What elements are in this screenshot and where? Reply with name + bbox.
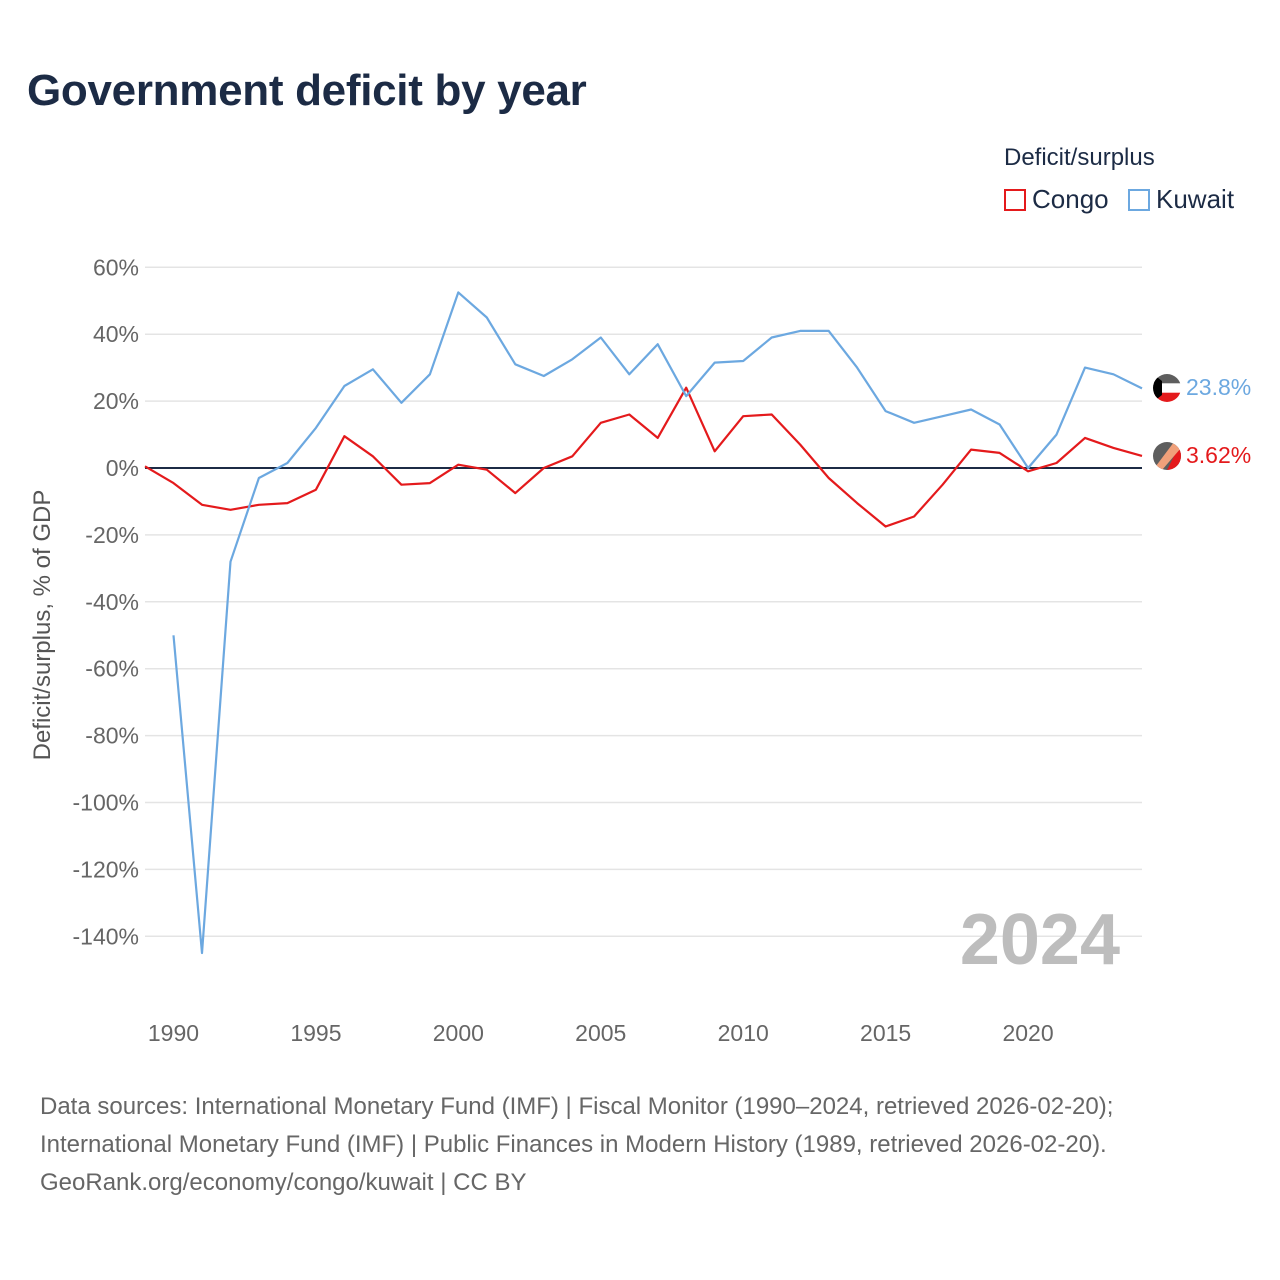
y-tick-label: -120% (73, 856, 139, 882)
kuwait-flag-icon (1153, 374, 1181, 402)
congo-end-label: 3.62% (1186, 442, 1251, 468)
line-chart: 60% 40% 20% 0% -20% -40% -60% -80% -100% -120% -14… (29, 254, 1251, 1046)
legend-swatch-congo (1004, 188, 1026, 211)
y-tick-label: 40% (93, 321, 139, 347)
data-sources: Data sources: International Monetary Fun… (40, 1088, 1113, 1202)
y-tick-label: -140% (73, 923, 139, 949)
kuwait-end-label: 23.8% (1186, 374, 1251, 400)
sources-line-3: GeoRank.org/economy/congo/kuwait | CC BY (40, 1169, 527, 1196)
series-lines (144, 291, 1143, 955)
year-watermark: 2024 (960, 900, 1120, 980)
gridlines (145, 266, 1142, 938)
y-tick-label: 20% (93, 388, 139, 414)
congo-flag-icon (1153, 442, 1181, 470)
x-tick-label: 1995 (290, 1020, 341, 1046)
end-markers: 23.8% 3.62% (1153, 374, 1251, 470)
y-tick-label: 0% (106, 455, 139, 481)
x-tick-label: 1990 (148, 1020, 199, 1046)
x-tick-label: 2015 (860, 1020, 911, 1046)
series-line-congo[interactable] (144, 386, 1143, 528)
y-tick-label: -40% (85, 589, 139, 615)
legend-swatch-kuwait (1128, 188, 1150, 211)
x-tick-label: 2005 (575, 1020, 626, 1046)
y-tick-label: -100% (73, 790, 139, 816)
chart-title: Government deficit by year (27, 66, 587, 115)
y-tick-label: -80% (85, 723, 139, 749)
legend-item-kuwait[interactable]: Kuwait (1128, 184, 1234, 215)
legend-label-congo: Congo (1032, 184, 1109, 214)
legend-label-kuwait: Kuwait (1156, 184, 1235, 214)
x-tick-label: 2020 (1002, 1020, 1053, 1046)
x-axis-ticks: 1990 1995 2000 2005 2010 2015 2020 (148, 1020, 1054, 1046)
sources-line-1: Data sources: International Monetary Fun… (40, 1093, 1114, 1120)
series-line-kuwait[interactable] (172, 291, 1143, 955)
legend-item-congo[interactable]: Congo (1004, 184, 1109, 215)
y-axis-label: Deficit/surplus, % of GDP (29, 490, 56, 761)
y-tick-label: -60% (85, 656, 139, 682)
x-tick-label: 2000 (433, 1020, 484, 1046)
y-tick-label: 60% (93, 254, 139, 280)
legend-title: Deficit/surplus (1004, 144, 1155, 171)
y-tick-label: -20% (85, 522, 139, 548)
y-axis-ticks: 60% 40% 20% 0% -20% -40% -60% -80% -100% -120% -14… (73, 254, 139, 949)
sources-line-2: International Monetary Fund (IMF) | Publ… (40, 1131, 1107, 1158)
x-tick-label: 2010 (718, 1020, 769, 1046)
